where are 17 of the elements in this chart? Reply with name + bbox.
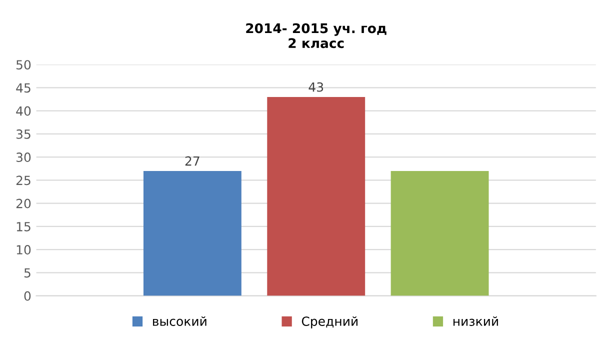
y-tick-label: 45 xyxy=(16,83,30,93)
y-tick-label: 20 xyxy=(16,198,31,208)
legend-label: низкий xyxy=(453,316,498,326)
y-tick-label: 25 xyxy=(16,176,30,186)
y-tick-label: 30 xyxy=(16,152,31,162)
data-label: 27 xyxy=(185,156,200,166)
legend-label: Средний xyxy=(302,316,358,328)
chart-title: 2014- 2015 уч. год 2 класс xyxy=(246,23,386,48)
y-tick-label: 15 xyxy=(16,222,30,232)
legend-label: высокий xyxy=(153,316,206,326)
data-label: 43 xyxy=(308,82,324,92)
y-tick-label: 50 xyxy=(16,60,31,70)
y-tick-label: 0 xyxy=(24,291,31,301)
y-tick-label: 5 xyxy=(24,268,30,278)
y-tick-label: 35 xyxy=(16,129,30,139)
y-tick-label: 40 xyxy=(16,106,31,116)
y-tick-label: 10 xyxy=(16,245,31,254)
